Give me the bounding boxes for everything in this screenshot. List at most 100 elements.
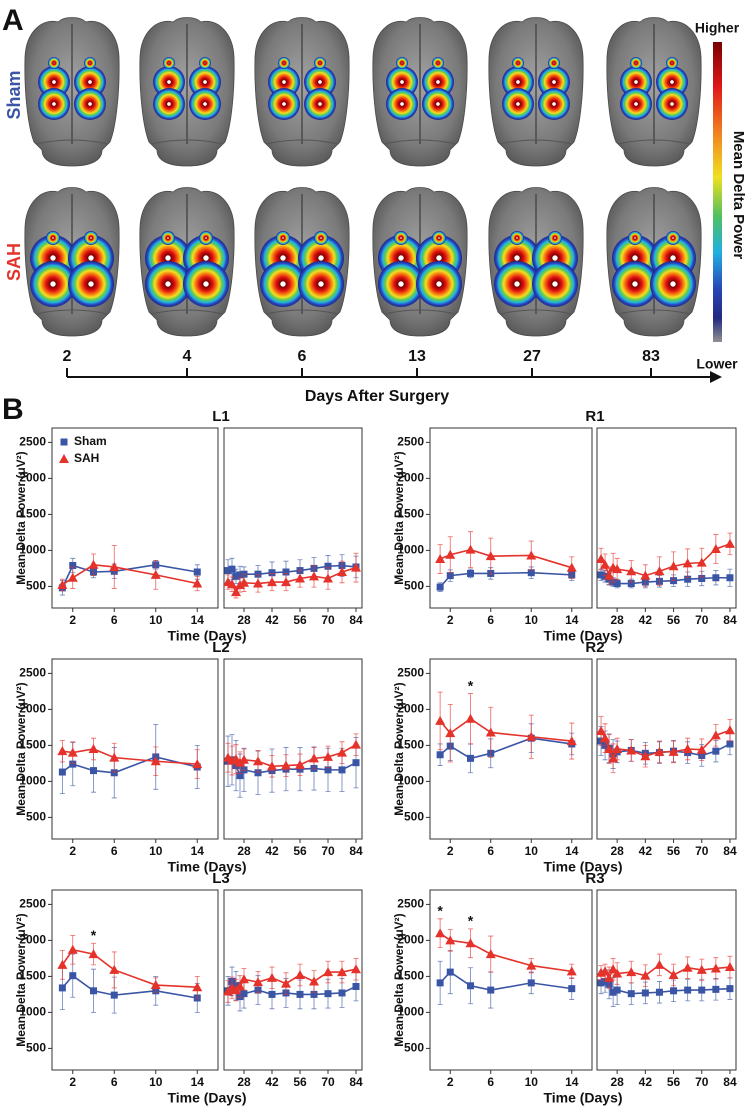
chart-title: R3 [585, 870, 604, 887]
data-point [445, 549, 456, 559]
y-tick-label: 1000 [19, 774, 46, 788]
data-point [324, 990, 332, 998]
x-tick-label: 6 [111, 613, 118, 627]
chart-title: L2 [212, 639, 230, 656]
data-point [253, 578, 263, 588]
x-tick-label: 70 [695, 1075, 709, 1089]
y-axis-label: Mean Delta Power (μV²) [392, 451, 406, 584]
y-tick-label: 2000 [19, 702, 46, 716]
y-axis-label: Mean Delta Power (μV²) [14, 913, 28, 1046]
data-point [150, 980, 161, 990]
data-point [485, 551, 496, 561]
y-tick-label: 2500 [19, 666, 46, 680]
data-point [608, 964, 619, 974]
y-tick-label: 2500 [19, 435, 46, 449]
plot-frame [223, 658, 363, 840]
y-tick-label: 1500 [19, 738, 46, 752]
data-point [58, 768, 66, 776]
y-tick-label: 2000 [397, 702, 424, 716]
x-tick-label: 2 [447, 1075, 454, 1089]
data-point [324, 766, 332, 774]
data-point [724, 962, 735, 972]
data-point [236, 772, 244, 780]
panel-label: A [2, 4, 24, 37]
x-tick-label: 56 [667, 1075, 681, 1089]
data-point [338, 766, 346, 774]
data-point [566, 966, 577, 976]
x-tick-label: 6 [487, 613, 494, 627]
plot-frame [51, 889, 219, 1071]
day-label: 83 [642, 348, 660, 365]
x-tick-label: 28 [610, 1075, 624, 1089]
line-chart: L1 Mean Delta Power (μV²) Time (Days) 500 10… [14, 408, 363, 644]
data-point [640, 751, 651, 761]
series-line [439, 737, 572, 760]
series-line [61, 948, 198, 988]
data-point [600, 559, 611, 569]
data-point [268, 569, 276, 577]
data-point [445, 728, 456, 738]
x-tick-label: 10 [149, 1075, 163, 1089]
data-point [69, 972, 77, 980]
x-tick-label: 14 [191, 613, 205, 627]
data-point [239, 577, 249, 587]
data-point [487, 986, 495, 994]
data-point [485, 949, 496, 959]
x-tick-label: 28 [237, 844, 251, 858]
data-point [295, 969, 305, 979]
data-point [435, 928, 446, 938]
data-point [609, 988, 617, 996]
x-tick-label: 56 [293, 1075, 307, 1089]
data-point [596, 726, 607, 735]
data-point [597, 571, 605, 579]
y-tick-label: 1500 [397, 969, 424, 983]
data-point [465, 938, 476, 948]
y-tick-label: 500 [26, 1041, 46, 1055]
x-tick-label: 10 [525, 1075, 539, 1089]
data-point [654, 566, 665, 576]
data-point [684, 575, 692, 583]
data-point [568, 985, 576, 993]
data-point [527, 979, 535, 987]
data-point [88, 949, 99, 959]
data-point [253, 756, 263, 766]
y-axis-label: Mean Delta Power (μV²) [14, 451, 28, 584]
colorbar-low: Lower [696, 356, 738, 372]
data-point [150, 756, 161, 766]
line-chart: L3 Mean Delta Power (μV²) Time (Days) 500 10… [14, 870, 363, 1106]
y-tick-label: 2000 [397, 471, 424, 485]
chart-title: L3 [212, 870, 230, 887]
data-point [604, 972, 615, 982]
data-point [596, 554, 607, 564]
x-tick-label: 10 [149, 613, 163, 627]
plot-frame [596, 427, 737, 609]
data-point [640, 570, 651, 580]
x-tick-label: 10 [149, 844, 163, 858]
data-point [232, 572, 240, 580]
data-point [436, 979, 444, 987]
data-point [626, 745, 637, 755]
data-point [612, 744, 623, 753]
data-point [254, 570, 262, 578]
data-point [668, 561, 679, 571]
plot-frame [596, 889, 737, 1071]
data-point [712, 747, 720, 755]
data-point [253, 977, 263, 987]
data-point [446, 572, 454, 580]
data-point [309, 571, 319, 581]
data-point [309, 976, 319, 986]
y-tick-label: 2000 [19, 471, 46, 485]
y-tick-label: 1500 [397, 738, 424, 752]
data-point [640, 970, 651, 980]
data-point [281, 760, 291, 770]
data-point [58, 984, 66, 992]
data-point [268, 990, 276, 998]
data-point [67, 944, 78, 954]
x-tick-label: 56 [293, 613, 307, 627]
x-tick-label: 28 [237, 1075, 251, 1089]
data-point [310, 990, 318, 998]
plot-frame [429, 427, 593, 609]
x-axis-label: Time (Days) [167, 628, 246, 644]
data-point [323, 573, 333, 583]
